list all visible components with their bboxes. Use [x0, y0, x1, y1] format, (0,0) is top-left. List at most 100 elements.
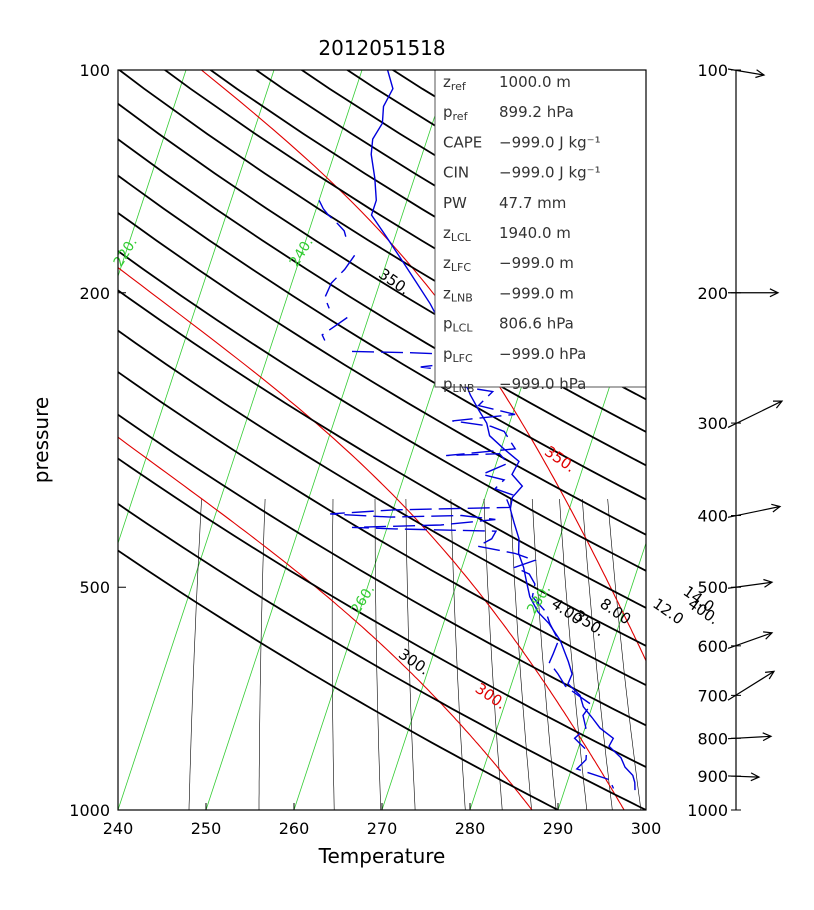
- x-axis-title: Temperature: [318, 844, 446, 868]
- dry-adiabat-line: [118, 370, 646, 687]
- mixing-ratio-line: [374, 498, 382, 810]
- x-tick-label: 250: [191, 819, 222, 838]
- dewpoint-line: [321, 316, 348, 341]
- info-label: pref: [443, 103, 469, 123]
- y-tick-label: 200: [79, 284, 110, 303]
- info-box-frame: [434, 69, 647, 388]
- x-tick-label: 290: [543, 819, 574, 838]
- wind-arrowhead: [773, 400, 784, 409]
- dry-adiabat-line: [118, 457, 646, 769]
- wind-pressure-label: 300: [697, 414, 728, 433]
- mixing-ratio-line: [559, 498, 588, 810]
- wind-arrow: [727, 505, 781, 518]
- dewpoint-line: [318, 199, 347, 237]
- dewpoint-line: [324, 254, 356, 309]
- info-value: 1940.0 m: [499, 224, 571, 242]
- wind-arrowhead: [763, 578, 774, 588]
- info-label: pLNB: [443, 375, 474, 395]
- temperature-line: [370, 70, 636, 791]
- wind-pressure-label: 700: [697, 686, 728, 705]
- wind-arrowhead: [771, 503, 782, 513]
- axis-layer: 240 250 260 270 280 290 300 1000 500 200 100: [69, 61, 661, 838]
- mixing-ratio-line: [483, 498, 503, 810]
- y-tick-label: 1000: [69, 801, 110, 820]
- wind-pressure-label: 800: [697, 729, 728, 748]
- wind-arrow: [727, 735, 772, 740]
- isotherm-line: [557, 541, 646, 810]
- dewpoint-line: [330, 350, 615, 789]
- dry-adiabat-line: [118, 211, 646, 536]
- wind-arrow: [727, 670, 775, 701]
- wind-arrow: [727, 68, 765, 76]
- wind-pressure-label: 200: [697, 284, 728, 303]
- info-value: 47.7 mm: [499, 194, 566, 212]
- x-tick-label: 270: [367, 819, 398, 838]
- info-value: −999.0 hPa: [499, 375, 586, 393]
- wind-profile: 100 200 300 400 500 600 700 800 900 1000: [687, 61, 784, 820]
- info-label: pLFC: [443, 345, 473, 365]
- y-tick-label: 100: [79, 61, 110, 80]
- x-tick-label: 300: [631, 819, 662, 838]
- dry-adiabat-line: [118, 174, 646, 501]
- isotherm-line: [469, 274, 646, 810]
- isotherm-line: [118, 70, 275, 545]
- dry-adiabat-line: [118, 249, 646, 572]
- wind-arrowhead: [755, 69, 766, 79]
- mixing-ratio-line: [331, 498, 335, 810]
- info-label: CIN: [443, 164, 469, 182]
- wind-arrow: [727, 400, 783, 429]
- info-value: −999.0 m: [499, 284, 574, 302]
- dry-adiabat-line: [118, 502, 646, 810]
- isotherm-line: [118, 70, 363, 810]
- wind-arrowhead: [762, 732, 773, 742]
- dry-adiabat-line: [118, 549, 561, 810]
- mixing-ratio-line: [258, 498, 266, 810]
- sounding-layer: [318, 70, 636, 791]
- wind-arrowhead: [769, 288, 780, 298]
- wind-arrow: [727, 632, 773, 649]
- wind-pressure-label: 1000: [687, 801, 728, 820]
- info-value: −999.0 m: [499, 254, 574, 272]
- wind-pressure-label: 100: [697, 61, 728, 80]
- info-value: −999.0 J kg⁻¹: [499, 164, 601, 182]
- info-label: CAPE: [443, 133, 482, 151]
- wind-pressure-label: 900: [697, 767, 728, 786]
- info-label: zLCL: [443, 224, 472, 244]
- wind-arrowhead: [763, 631, 774, 640]
- info-box: zref 1000.0 m pref 899.2 hPa CAPE −999.0 J kg…: [434, 69, 647, 395]
- y-axis-title: pressure: [29, 397, 53, 483]
- wind-arrowhead: [765, 670, 776, 680]
- mixing-ratio-line: [607, 498, 642, 810]
- info-value: −999.0 hPa: [499, 345, 586, 363]
- wind-pressure-label: 500: [697, 578, 728, 597]
- wind-pressure-label: 400: [697, 507, 728, 526]
- dry-adiabat-line: [118, 289, 646, 609]
- info-value: 899.2 hPa: [499, 103, 574, 121]
- dry-adiabat-line: [118, 329, 646, 647]
- x-tick-label: 280: [455, 819, 486, 838]
- moist-adiabat-line: [118, 266, 625, 810]
- info-label: PW: [443, 194, 467, 212]
- isotherm-line: [118, 70, 187, 278]
- info-label: zLFC: [443, 254, 471, 274]
- wind-arrow: [727, 581, 773, 589]
- mixing-ratio-line: [405, 498, 416, 810]
- info-label: zref: [443, 73, 467, 93]
- moist-adiabat-line: [118, 436, 533, 810]
- wind-pressure-label: 600: [697, 637, 728, 656]
- info-value: 1000.0 m: [499, 73, 571, 91]
- x-tick-label: 240: [103, 819, 134, 838]
- info-value: 806.6 hPa: [499, 315, 574, 333]
- mixing-ratio-line: [188, 498, 202, 810]
- wind-arrow: [727, 775, 760, 778]
- wind-arrowhead: [750, 772, 761, 782]
- y-tick-label: 500: [79, 578, 110, 597]
- mixing-ratio-line: [531, 498, 557, 810]
- dry-adiabat-line: [118, 413, 646, 727]
- info-label: zLNB: [443, 284, 473, 304]
- info-value: −999.0 J kg⁻¹: [499, 133, 601, 151]
- mixing-ratio-line: [510, 498, 532, 810]
- x-tick-label: 260: [279, 819, 310, 838]
- chart-title: 2012051518: [318, 36, 445, 60]
